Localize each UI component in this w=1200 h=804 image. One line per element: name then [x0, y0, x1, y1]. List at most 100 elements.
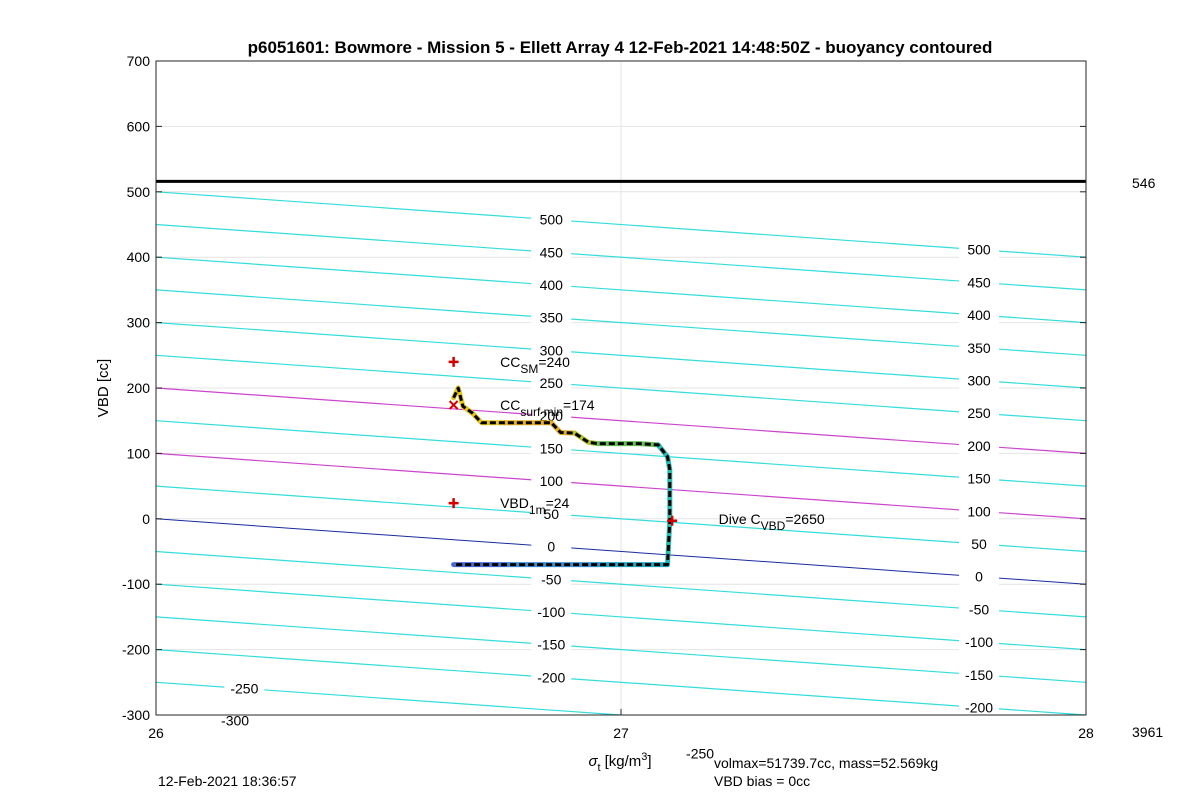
contour-label: 450	[967, 274, 991, 290]
x-axis-label: σt [kg/m3]	[588, 751, 651, 774]
dive-profile	[451, 385, 673, 568]
contour-label-bg	[959, 273, 1000, 292]
footer-vbd-bias: VBD bias = 0cc	[714, 773, 811, 789]
contour-label-bg	[959, 665, 1000, 684]
contour-label-bg	[680, 744, 721, 763]
contour-line--250	[156, 681, 630, 715]
contour-line-300	[156, 322, 1086, 389]
contour-label: 100	[540, 473, 564, 489]
annotation-main: Dive C	[719, 511, 761, 527]
contour-label: -300	[221, 713, 249, 729]
y-tick-label: 700	[127, 53, 151, 69]
contour-line-450	[156, 223, 1086, 291]
y-axis-label: VBD [cc]	[95, 359, 112, 417]
contour-label: -150	[537, 637, 565, 653]
contour-label-bg	[531, 472, 572, 491]
contour-line-150	[156, 420, 1086, 487]
contour-label: 50	[543, 506, 559, 522]
chart-title: p6051601: Bowmore - Mission 5 - Ellett A…	[248, 38, 993, 57]
annotation: Dive CVBD=2650	[719, 511, 825, 533]
contour-label-bg	[959, 240, 1000, 259]
contour-label-bg	[531, 210, 572, 229]
annotation-sub: SM	[520, 362, 538, 376]
footer-timestamp: 12-Feb-2021 18:36:57	[158, 773, 297, 789]
x-tick-label: 28	[1078, 725, 1094, 741]
annotation-value: =174	[563, 397, 595, 413]
contour-label: 450	[540, 244, 564, 260]
x-axis-label-unit: [kg/m	[605, 753, 642, 770]
contour-label-bg	[959, 633, 1000, 652]
x-axis-label-symbol: σ	[588, 753, 598, 770]
annotation: CCsurf min=174	[500, 397, 595, 419]
contour-label-bg	[959, 502, 1000, 521]
y-tick-label: 100	[127, 445, 151, 461]
contour-label-bg	[959, 306, 1000, 325]
contour-label-bg	[959, 371, 1000, 390]
contour-label: -200	[537, 669, 565, 685]
contour-label: -200	[965, 699, 993, 715]
bottom-right-label: 3961	[1132, 724, 1163, 740]
contour-label-bg	[959, 534, 1000, 553]
contour-line-500	[156, 191, 1086, 258]
contour-line-200	[156, 387, 1086, 454]
x-axis-label-sub: t	[598, 762, 601, 774]
contour-line--50	[156, 550, 1086, 618]
contour-label-bg	[959, 698, 1000, 717]
y-tick-label: 500	[127, 184, 151, 200]
y-tick-label: 0	[142, 511, 150, 527]
contour-line--100	[156, 583, 1086, 651]
contour-label-bg	[531, 341, 572, 360]
markers	[448, 356, 678, 526]
contour-label-bg	[531, 308, 572, 327]
annotation-main: VBD	[500, 495, 529, 511]
contour-label-bg	[531, 275, 572, 294]
contour-label: -150	[965, 667, 993, 683]
annotation-sub: surf min	[520, 405, 563, 419]
contour-label: 250	[967, 405, 991, 421]
contour-label: -50	[969, 601, 989, 617]
contour-label: 300	[540, 342, 564, 358]
contour-label: -50	[541, 571, 561, 587]
max-line-right-label: 546	[1132, 175, 1156, 191]
contour-label: 300	[967, 372, 991, 388]
x-axis-label-sup: 3	[641, 751, 647, 763]
contour-label: -250	[230, 681, 258, 697]
x-axis-label-close: ]	[647, 753, 651, 770]
contour-line-50	[156, 485, 1086, 553]
contour-line-350	[156, 289, 1086, 356]
contour-label-bg	[531, 439, 572, 458]
contour-labels: 500450400350300250200150100500-50-100-15…	[215, 210, 1000, 763]
contour-label: 0	[547, 539, 555, 555]
contour-label-bg	[959, 338, 1000, 357]
marker-plus	[448, 356, 459, 367]
contour-label: 50	[971, 536, 987, 552]
contour-label: -100	[965, 634, 993, 650]
contour-label: 150	[540, 440, 564, 456]
contour-label-bg	[959, 567, 1000, 586]
y-tick-label: -200	[122, 642, 150, 658]
contour-label: 150	[967, 471, 991, 487]
annotation-main: CC	[500, 397, 520, 413]
contour-label-bg	[531, 570, 572, 589]
marker-plus	[667, 515, 678, 526]
contour-label: -250	[686, 745, 714, 761]
contour-label-bg	[959, 600, 1000, 619]
contour-label: 400	[967, 307, 991, 323]
contour-line-100	[156, 452, 1086, 520]
y-tick-label: 600	[127, 118, 151, 134]
contour-line-0	[156, 518, 1086, 585]
contour-line-250	[156, 354, 1086, 422]
contour-label-bg	[224, 679, 265, 698]
annotation-value: =2650	[785, 511, 825, 527]
contour-label-bg	[531, 374, 572, 393]
marker-plus	[448, 498, 459, 509]
contour-label-bg	[531, 537, 572, 556]
y-tick-label: 200	[127, 380, 151, 396]
contour-label-bg	[531, 635, 572, 654]
contour-line--150	[156, 616, 1086, 683]
contour-label-bg	[959, 436, 1000, 455]
contour-label-bg	[531, 602, 572, 621]
contour-label: 0	[975, 569, 983, 585]
